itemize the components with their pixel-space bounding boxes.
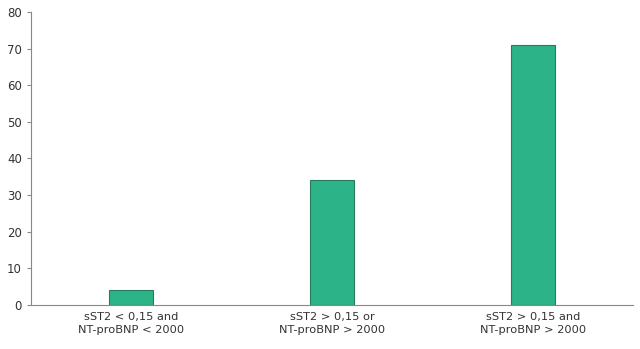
- Bar: [109, 290, 154, 305]
- Bar: [511, 45, 555, 305]
- Bar: [310, 180, 354, 305]
